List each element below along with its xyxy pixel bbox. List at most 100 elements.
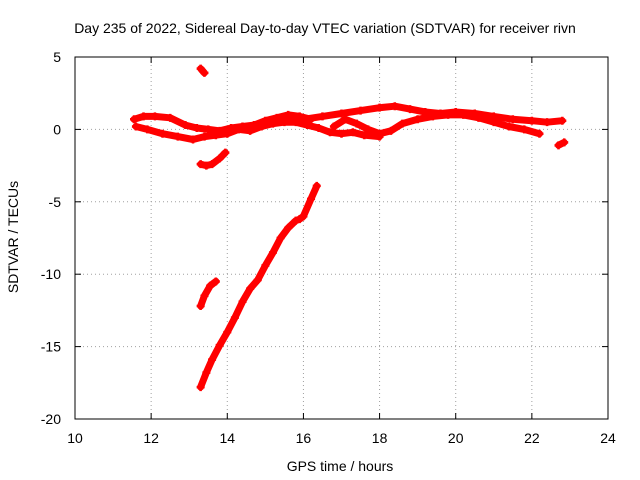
data-point [558,116,567,125]
data-point [268,248,277,257]
data-point [356,106,365,115]
data-point [253,275,262,284]
data-point [299,115,308,124]
data-point [375,103,384,112]
data-point [196,383,205,392]
data-point [329,122,338,131]
x-tick-label: 14 [219,430,235,446]
x-tick-label: 18 [372,430,388,446]
data-point [505,122,514,131]
y-axis-label: SDTVAR / TECUs [5,181,21,293]
data-point [341,115,350,124]
series-band [197,277,220,310]
data-point [150,112,159,121]
data-point [130,115,139,124]
data-point [196,64,205,73]
data-point [459,110,468,119]
y-tick-label: -5 [49,194,62,210]
data-point [318,112,327,121]
data-point [208,160,217,169]
x-tick-label: 12 [143,430,159,446]
data-series-arc-5 [196,64,209,77]
data-point [375,129,384,138]
data-point [288,116,297,125]
data-point [131,122,140,131]
data-point [223,129,232,138]
data-series-arc-2 [131,118,384,144]
data-point [223,328,232,337]
data-point [337,129,346,138]
data-point [246,284,255,293]
data-point [312,181,321,190]
x-axis-label: GPS time / hours [287,458,394,474]
data-point [234,125,243,134]
series-band [330,111,543,138]
data-point [139,112,148,121]
data-point [398,119,407,128]
data-point [173,132,182,141]
data-point [314,123,323,132]
data-series-arc-8 [196,277,220,311]
data-point [246,126,255,135]
data-point [211,131,220,140]
data-point [337,109,346,118]
data-point [284,223,293,232]
y-tick-label: -20 [41,411,61,427]
plot-frame [74,56,609,420]
data-point [527,116,536,125]
data-point [200,132,209,141]
data-point [202,161,211,170]
data-point [535,129,544,138]
data-point [189,135,198,144]
data-point [554,141,563,150]
data-point [303,121,312,130]
data-series-arc-6 [196,148,230,170]
data-point [489,118,498,127]
y-tick-label: 5 [53,49,61,65]
data-point [261,119,270,128]
x-tick-label: 24 [600,430,616,446]
data-point [196,160,205,169]
data-point [272,118,281,127]
data-point [221,148,230,157]
data-point [360,131,369,140]
data-point [520,125,529,134]
data-series-arc-7 [554,138,569,150]
data-point [230,313,239,322]
y-tick-label: 0 [53,121,61,137]
data-series-arc-3 [261,102,567,128]
chart-title: Day 235 of 2022, Sidereal Day-to-day VTE… [74,20,576,36]
x-tick-label: 10 [67,430,83,446]
y-tick-label: -10 [41,266,61,282]
data-point [406,105,415,114]
data-point [390,102,399,111]
data-point [215,341,224,350]
y-tick-label: -15 [41,339,61,355]
x-tick-label: 16 [296,430,312,446]
axis-ticks: 10 12 14 16 18 20 22 24 -20 -15 -10 -5 0 5 [41,49,616,446]
data-point [200,68,209,77]
data-point [543,118,552,127]
data-point [208,355,217,364]
data-point [192,123,201,132]
data-point [386,126,395,135]
data-point [326,128,335,137]
data-point [206,281,215,290]
data-series-arc-9 [196,181,321,392]
x-tick-label: 20 [448,430,464,446]
data-point [166,113,175,122]
data-point [560,138,569,147]
data-point [211,277,220,286]
data-point [158,129,167,138]
data-point [196,302,205,311]
x-tick-label: 22 [524,430,540,446]
data-point [508,115,517,124]
data-point [352,119,361,128]
data-point [204,125,213,134]
data-point [276,234,285,242]
data-point [238,297,247,306]
data-point [307,194,316,203]
data-point [444,110,453,119]
data-point [428,112,437,121]
